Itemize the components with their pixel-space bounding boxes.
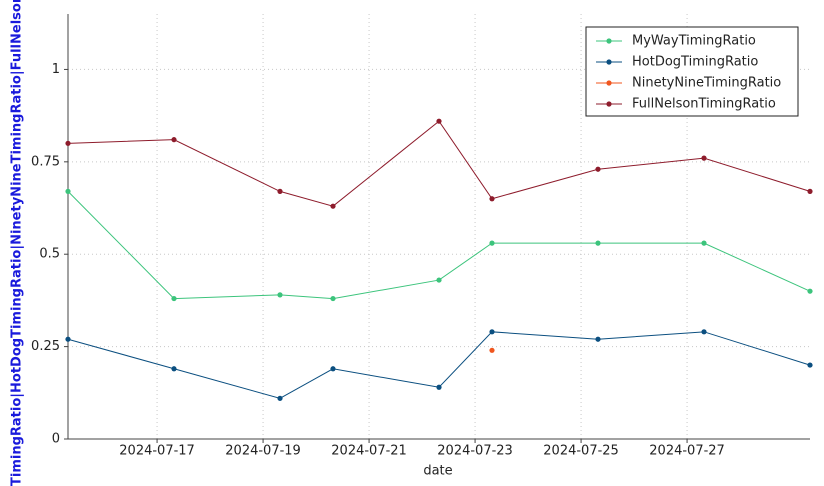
legend-label: HotDogTimingRatio <box>632 55 758 70</box>
series-line <box>67 120 811 207</box>
data-point <box>701 329 707 335</box>
data-point <box>701 155 707 161</box>
legend-marker <box>606 101 612 107</box>
data-point <box>701 240 707 246</box>
y-tick-label: 0 <box>52 432 60 447</box>
x-axis-label: date <box>423 464 452 479</box>
data-point <box>489 329 495 335</box>
data-point <box>436 118 442 124</box>
data-point <box>489 196 495 202</box>
y-tick-label: 0.5 <box>39 247 60 262</box>
y-tick-label: 0.25 <box>31 339 60 354</box>
data-point <box>171 137 177 143</box>
legend-label: NinetyNineTimingRatio <box>632 76 781 91</box>
data-point <box>489 347 495 353</box>
data-point <box>436 384 442 390</box>
data-point <box>595 336 601 342</box>
y-tick-label: 0.75 <box>31 154 60 169</box>
legend-marker <box>606 80 612 86</box>
data-point <box>277 188 283 194</box>
y-label-group: TimingRatio|HotDogTimingRatio|NinetyNine… <box>10 0 25 486</box>
legend-label: FullNelsonTimingRatio <box>632 97 776 112</box>
data-point <box>489 240 495 246</box>
data-point <box>65 188 71 194</box>
x-tick-label: 2024-07-17 <box>119 444 195 459</box>
legend-marker <box>606 38 612 44</box>
data-point <box>595 240 601 246</box>
data-point <box>277 292 283 298</box>
data-point <box>807 288 813 294</box>
data-point <box>807 362 813 368</box>
data-point <box>330 203 336 209</box>
x-tick-label: 2024-07-23 <box>437 444 513 459</box>
data-point <box>330 366 336 372</box>
data-point <box>65 140 71 146</box>
data-point <box>171 366 177 372</box>
data-point <box>807 188 813 194</box>
x-tick-label: 2024-07-27 <box>649 444 725 459</box>
legend-label: MyWayTimingRatio <box>632 34 756 49</box>
data-point <box>330 295 336 302</box>
data-point <box>277 395 283 401</box>
legend-box <box>585 26 799 117</box>
y-axis-label: TimingRatio|HotDogTimingRatio|NinetyNine… <box>10 0 25 486</box>
x-tick-label: 2024-07-25 <box>543 444 619 459</box>
legend-marker <box>606 59 612 65</box>
data-point <box>65 336 71 342</box>
data-point <box>436 277 442 283</box>
data-point <box>171 295 177 302</box>
data-point <box>595 166 601 172</box>
y-tick-label: 1 <box>52 62 60 77</box>
x-tick-label: 2024-07-21 <box>331 444 407 459</box>
x-tick-label: 2024-07-19 <box>225 444 301 459</box>
